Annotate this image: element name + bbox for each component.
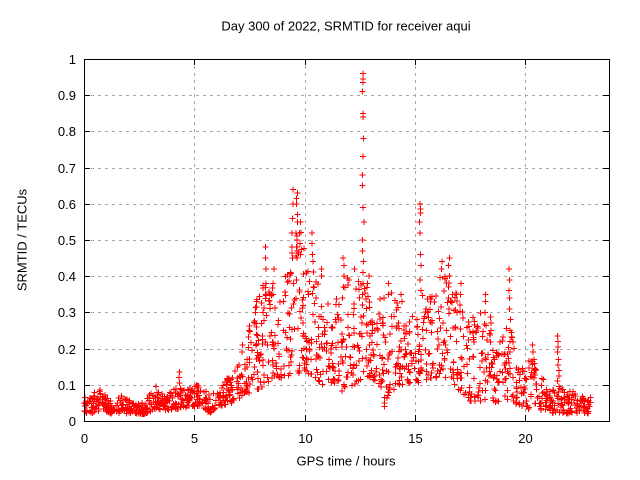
y-tick-label: 0.9 xyxy=(58,88,76,103)
data-points xyxy=(81,70,594,417)
y-tick-label: 0.7 xyxy=(58,161,76,176)
y-tick-label: 0.4 xyxy=(58,269,76,284)
y-tick-label: 0.5 xyxy=(58,233,76,248)
x-tick-label: 10 xyxy=(298,431,312,446)
chart-title: Day 300 of 2022, SRMTID for receiver aqu… xyxy=(221,18,471,34)
x-tick-label: 0 xyxy=(81,431,88,446)
y-tick-label: 0.8 xyxy=(58,124,76,139)
x-tick-label: 15 xyxy=(408,431,422,446)
y-tick-label: 0.3 xyxy=(58,305,76,320)
y-axis-label: SRMTID / TECUs xyxy=(14,188,30,292)
x-tick-label: 20 xyxy=(518,431,532,446)
x-tick-label: 5 xyxy=(191,431,198,446)
y-tick-label: 0.6 xyxy=(58,197,76,212)
y-tick-label: 0.1 xyxy=(58,378,76,393)
y-tick-label: 0.2 xyxy=(58,342,76,357)
x-axis-label: GPS time / hours xyxy=(296,453,396,469)
y-tick-label: 0 xyxy=(69,414,76,429)
y-tick-label: 1 xyxy=(69,52,76,67)
